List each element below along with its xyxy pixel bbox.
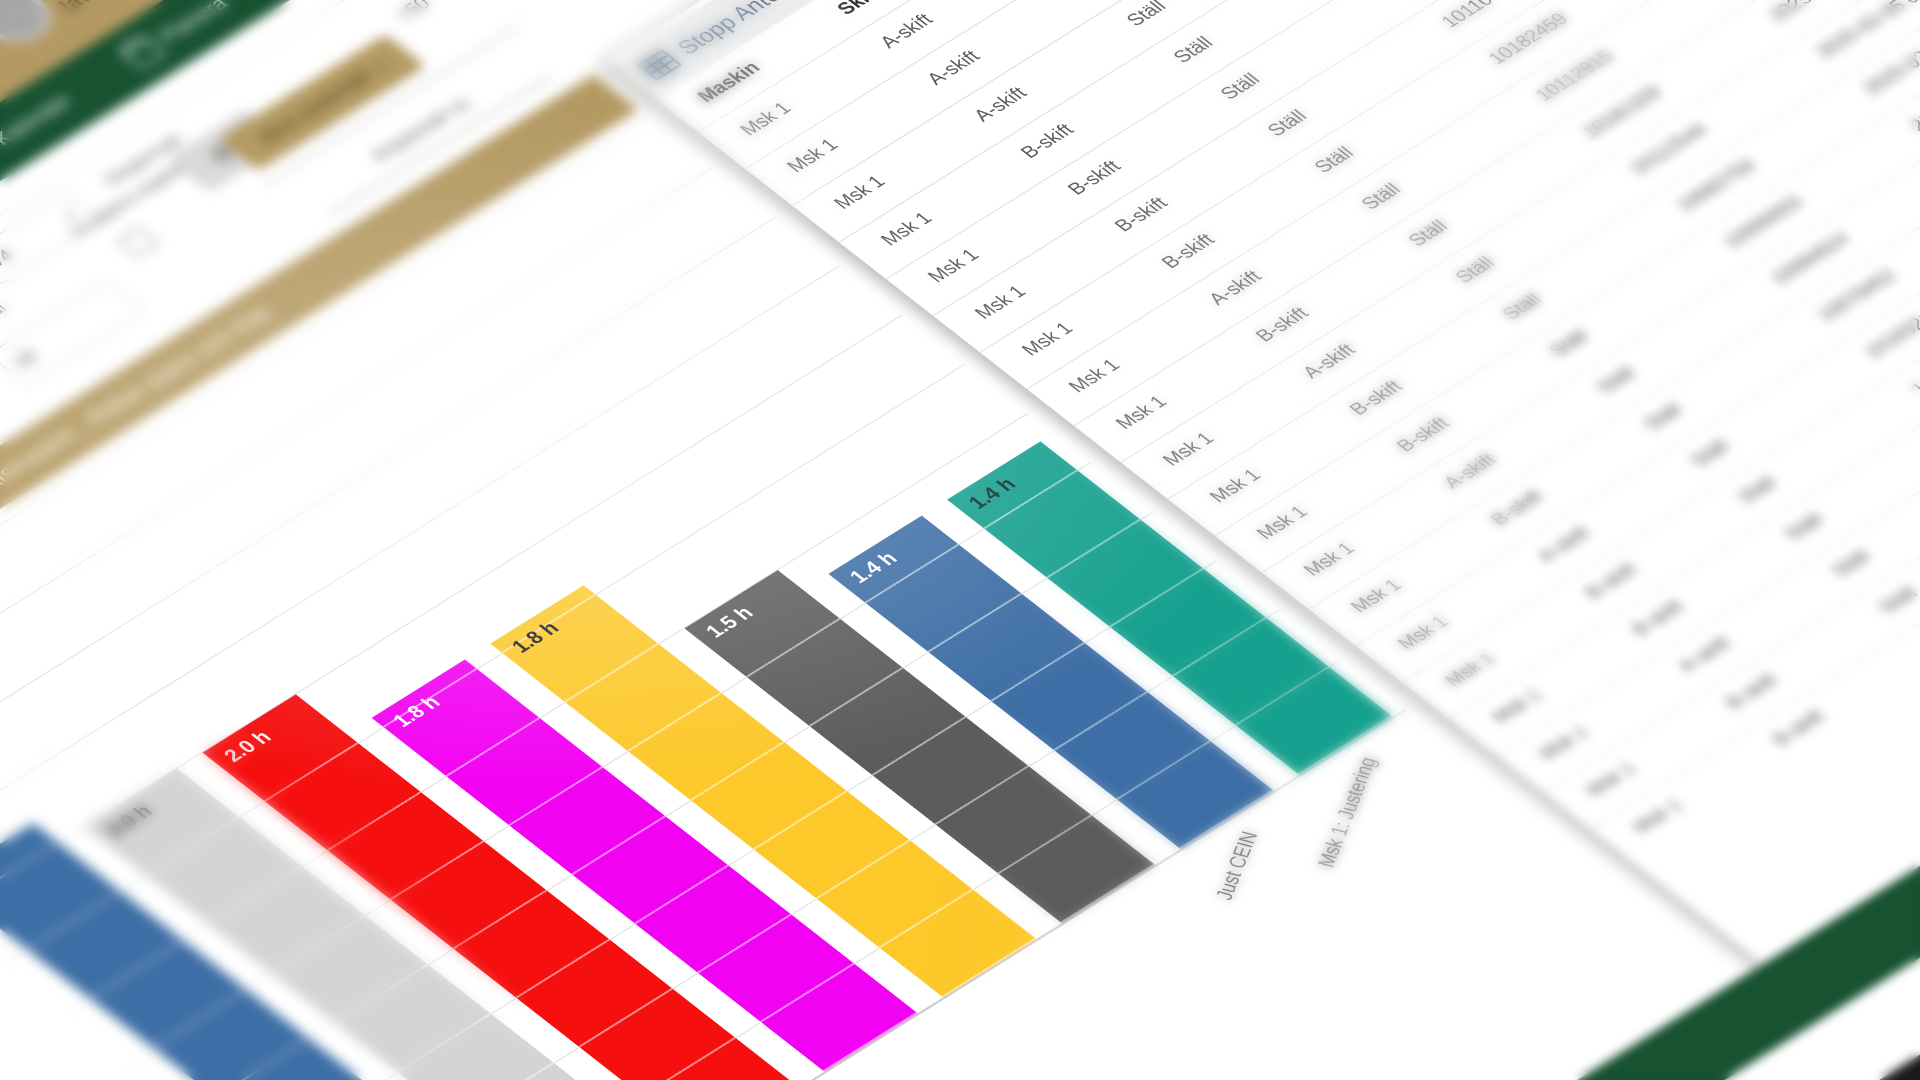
table-cell-orsak: Ställ — [1826, 547, 1876, 581]
table-cell-maskin: Msk 1 — [1158, 429, 1220, 470]
table-cell-skiftlag: B-skift — [1580, 560, 1643, 603]
table-cell-orsak: Ställ — [1263, 106, 1313, 141]
table-cell-orsak: Ställ — [1169, 33, 1219, 67]
table-cell-skiftlag: B-skift — [1721, 670, 1784, 713]
table-cell-skiftlag: A-skift — [1674, 634, 1737, 676]
table-cell-maskin: Msk 1 — [970, 282, 1032, 324]
table-cell-maskin: Msk 1 — [923, 245, 985, 287]
table-cell-skiftlag: B-skift — [1110, 193, 1173, 236]
table-cell-skiftlag: A-skift — [969, 83, 1033, 126]
table-cell-orsak: Ställ — [1216, 70, 1266, 104]
chip-close-icon[interactable]: x — [369, 59, 390, 74]
table-cell-skiftlag: B-skift — [1627, 597, 1690, 640]
table-cell-maskin: Msk 1 — [735, 99, 797, 140]
table-cell-maskin: Msk 1 — [876, 209, 938, 250]
table-cell-maskin: Msk 1 — [1205, 465, 1266, 507]
table-cell-skiftlag: B-skift — [1486, 487, 1549, 530]
table-cell-orsak: Ställ — [1685, 437, 1735, 471]
table-cell-maskin: Msk 1 — [1534, 722, 1595, 764]
antal-value: 10 — [7, 346, 42, 371]
table-cell-maskin: Msk 1 — [1299, 539, 1360, 580]
bar-value-label: 1.4 h — [845, 548, 903, 588]
table-cell-orsak: Ställ — [1451, 253, 1500, 288]
table-cell-orsak: Ställ — [1310, 143, 1360, 177]
table-cell-maskin: Msk 1 — [1252, 502, 1313, 544]
table-cell-skiftlag: B-skift — [1251, 303, 1314, 346]
table-cell-skiftlag: B-skift — [1063, 157, 1126, 199]
table-cell-maskin: Msk 1 — [782, 135, 844, 177]
table-cell-skiftlag: A-skift — [1298, 340, 1361, 383]
view-version-value: V4 — [0, 245, 18, 271]
table-cell-skiftlag: A-skift — [1204, 267, 1267, 310]
table-cell-orsak: Ställ — [1357, 180, 1407, 214]
table-cell-maskin: Msk 1 — [1111, 392, 1173, 434]
table-cell-maskin: Msk 1 — [1487, 686, 1548, 727]
table-cell-orsak: Ställ — [1873, 583, 1920, 618]
table-cell-orsak: Ställ — [1732, 473, 1782, 508]
table-cell-skiftlag: A-skift — [875, 10, 939, 53]
table-cell-skiftlag: B-skift — [1392, 414, 1455, 456]
bar-value-label: 1.4 h — [964, 474, 1022, 513]
bar-value-label: 2.0 h — [219, 727, 277, 766]
bar-value-label: 1.8 h — [388, 692, 446, 732]
table-cell-skiftlag: B-skift — [1157, 230, 1220, 273]
table-cell-orsak: Ställ — [1544, 327, 1594, 361]
table-cell-orsak: Ställ — [1497, 290, 1547, 324]
table-cell-skiftlag: A-skift — [1533, 524, 1596, 566]
bar-value-label: 1.8 h — [507, 618, 565, 657]
table-cell-maskin: Msk 1 — [1440, 649, 1501, 690]
bar-value-label: 1.5 h — [701, 603, 759, 642]
table-cell-orsak: Ställ — [1779, 510, 1829, 544]
table-cell-orsak: Ställ — [1638, 400, 1688, 434]
table-icon — [636, 49, 683, 81]
bar-value-label: 2.0 h — [100, 801, 158, 841]
table-cell-skiftlag: B-skift — [1767, 707, 1831, 750]
table-cell-skiftlag: B-skift — [1345, 377, 1408, 420]
table-cell-maskin: Msk 1 — [1393, 612, 1454, 654]
table-cell-maskin: Msk 1 — [1628, 796, 1689, 837]
table-cell-orsak: Ställ — [1122, 0, 1172, 31]
table-cell-skiftlag: A-skift — [1439, 450, 1502, 493]
table-cell-orsak: Ställ — [1591, 363, 1641, 398]
table-cell-skiftlag: A-skift — [922, 47, 986, 89]
table-cell-maskin: Msk 1 — [1581, 759, 1642, 801]
table-cell-skiftlag: B-skift — [1016, 120, 1079, 163]
table-cell-maskin: Msk 1 — [1346, 575, 1407, 617]
table-cell-maskin: Msk 1 — [829, 172, 891, 214]
table-rows-container: Msk 1A-skiftStäll102022172025-02-03 11:2… — [606, 0, 1920, 867]
table-cell-maskin: Msk 1 — [1064, 355, 1126, 397]
table-cell-orsak: Ställ — [1404, 216, 1454, 251]
table-cell-maskin: Msk 1 — [1017, 319, 1079, 360]
